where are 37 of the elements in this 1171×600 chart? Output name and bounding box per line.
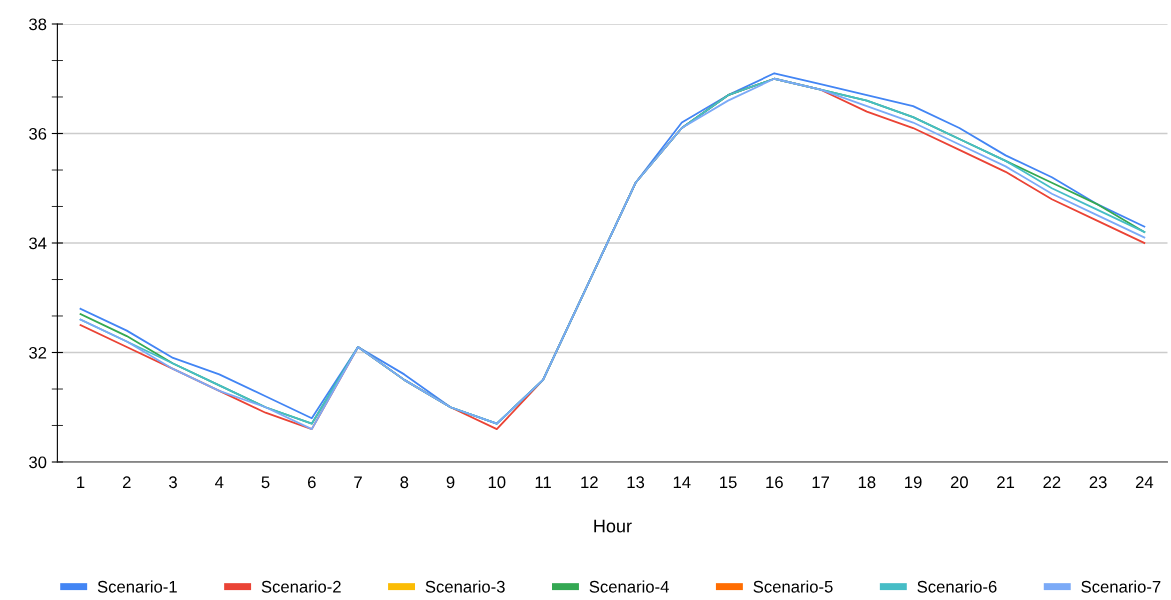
x-tick-label: 4: [215, 476, 224, 488]
x-tick-label: 22: [1043, 476, 1061, 488]
legend-label: Scenario-6: [917, 580, 997, 593]
x-axis-title: Hour: [594, 519, 632, 533]
legend-label: Scenario-3: [425, 580, 505, 593]
x-tick-label: 23: [1089, 476, 1107, 489]
x-tick-label: 1: [77, 476, 85, 488]
x-tick-label: 2: [122, 476, 131, 488]
x-tick-label: 5: [261, 476, 270, 489]
x-tick-label: 21: [997, 476, 1015, 488]
legend-label: Scenario-4: [589, 580, 669, 593]
y-tick-label: 36: [29, 127, 47, 140]
x-tick-label: 15: [720, 476, 737, 489]
x-tick-label: 12: [581, 476, 598, 488]
x-tick-label: 14: [673, 476, 691, 488]
y-tick-label: 34: [29, 237, 47, 250]
x-tick-label: 3: [169, 476, 177, 489]
y-tick-label: 38: [29, 18, 47, 31]
x-tick-label: 18: [858, 476, 876, 489]
x-tick-label: 11: [535, 476, 551, 488]
x-tick-label: 6: [307, 476, 316, 489]
y-tick-label: 32: [29, 346, 47, 359]
legend-label: Scenario-1: [97, 580, 177, 593]
x-tick-label: 7: [354, 476, 362, 488]
x-tick-label: 9: [446, 476, 455, 489]
y-tick-label: 30: [29, 456, 47, 469]
x-tick-label: 24: [1135, 476, 1154, 488]
x-tick-label: 10: [488, 476, 506, 489]
legend-label: Scenario-5: [753, 580, 833, 593]
x-tick-label: 19: [905, 476, 922, 489]
legend-label: Scenario-2: [261, 580, 341, 593]
x-tick-label: 13: [627, 476, 645, 489]
legend-label: Scenario-7: [1081, 580, 1161, 593]
x-tick-label: 8: [400, 476, 409, 489]
x-tick-label: 17: [812, 476, 830, 488]
x-tick-label: 16: [766, 476, 783, 489]
x-tick-label: 20: [950, 476, 968, 489]
